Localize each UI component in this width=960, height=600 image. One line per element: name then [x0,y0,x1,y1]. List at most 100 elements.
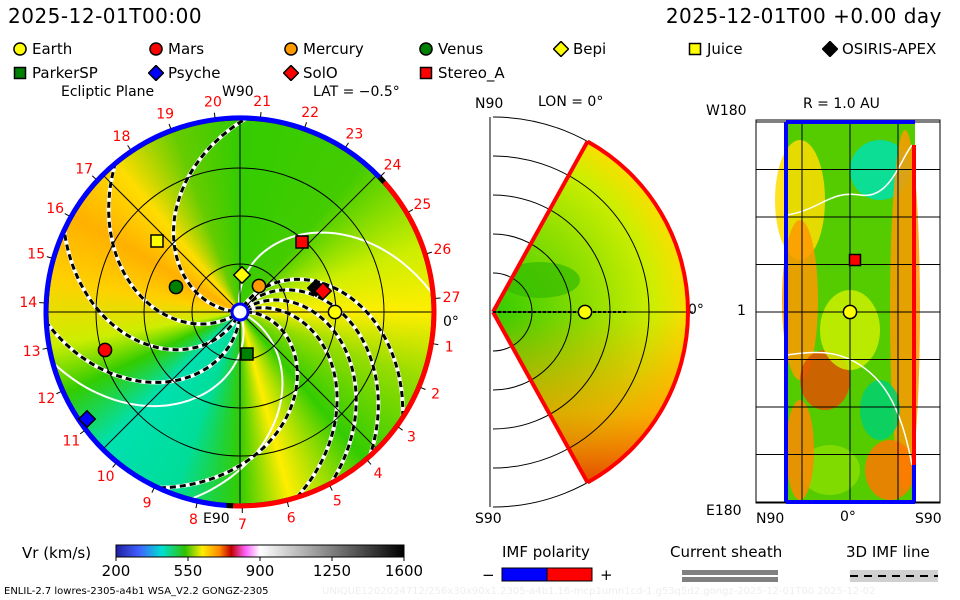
ecliptic-marker-mars [97,342,113,358]
imf-positive-swatch [546,567,593,582]
legend-label: Mars [168,40,205,58]
sector-label: 3 [407,430,416,446]
radial-marker-stereo-a [848,253,862,267]
meridional-plot [489,116,693,508]
sector-label: 1 [445,339,454,355]
legend-label: SolO [303,64,338,82]
velocity-region [782,220,818,380]
imf-field-line-dash [242,288,380,465]
colorbar-tick-label: 550 [173,562,203,580]
meridional-outer-border [586,139,690,485]
meridional-bottom-label: S90 [475,511,502,527]
ecliptic-title: Ecliptic Plane [61,84,155,100]
sector-tick [259,112,262,118]
radial-title: R = 1.0 AU [803,96,880,112]
ecliptic-marker-mercury [251,278,267,294]
legend-label: Juice [707,40,743,58]
sector-tick [420,387,426,390]
ecliptic-right-label: 0° [443,314,459,330]
sector-label: 25 [413,197,431,213]
sector-tick [64,213,70,217]
legend-item-juice: Juice [687,40,743,58]
current-sheath-line [182,313,284,503]
circle-marker-icon [419,42,433,56]
radial-mid-left: 1 [737,303,746,319]
legend-item-stereo-a: Stereo_A [418,64,505,82]
sun-inner-boundary [230,302,250,322]
radial-x-left: N90 [756,511,785,527]
sector-tick [213,112,216,118]
imf-negative-swatch [501,567,548,582]
sector-tick [367,460,372,465]
ecliptic-marker-venus [168,279,184,295]
sector-tick [304,122,308,128]
sector-label: 4 [374,466,383,482]
sector-tick [112,463,117,468]
imf-field-line-dash [172,118,255,313]
square-marker-icon [13,66,27,80]
sector-tick [329,485,333,491]
ecliptic-marker-solo [313,281,333,301]
sector-label: 22 [301,105,319,121]
sector-tick [398,426,403,431]
imf-field-line-dash [46,315,241,384]
timestamp-right: 2025-12-01T00 +0.00 day [665,4,942,28]
square-marker-icon [688,42,702,56]
sector-label: 17 [75,161,93,177]
velocity-region [786,400,814,500]
current-sheath-label: Current sheath [670,543,783,561]
legend-item-psyche: Psyche [148,64,220,82]
velocity-region [800,445,860,495]
legend-item-solo: SolO [283,64,338,82]
sector-tick [380,172,385,177]
imf-line-swatch [850,570,938,582]
sector-tick [91,175,97,180]
imf-field-line [106,155,236,326]
imf-plus: + [600,566,613,584]
colorbar-tick-label: 1250 [312,562,352,580]
legend-label: Stereo_A [438,64,505,82]
ecliptic-marker-parkersp [240,347,254,361]
current-sheath-line [238,231,434,307]
colorbar-gradient [115,544,405,558]
current-sheath-swatch [682,570,778,582]
sector-label: 10 [97,469,115,485]
meridional-border [491,140,590,313]
colorbar [115,544,405,561]
colorbar-tick-label: 200 [101,562,131,580]
diamond-marker-icon [148,65,164,81]
radial-top-left: W180 [706,103,747,119]
sector-label: 20 [204,95,222,111]
sector-tick [286,502,290,508]
imf-field-line [148,309,300,490]
legend-item-mars: Mars [148,40,204,58]
legend-label: Venus [438,40,484,58]
imf-polarity-label: IMF polarity [502,543,590,561]
radial-x-mid: 0° [840,509,856,525]
legend-item-osiris-apex: OSIRIS-APEX [822,40,936,58]
legend-label: Bepi [573,40,607,58]
legend-label: Mercury [303,40,364,58]
sector-label: 26 [433,242,451,258]
legend-label: Earth [32,40,73,58]
sector-label: 12 [37,391,55,407]
imf-polarity-border-negative [43,115,382,509]
sector-tick [345,142,349,148]
sector-tick [42,347,48,350]
imf-minus: − [482,566,495,584]
sector-tick [426,251,433,255]
sector-label: 6 [287,511,296,527]
sector-label: 2 [431,387,440,403]
ecliptic-lat: LAT = −0.5° [313,84,400,100]
imf-field-line-dash [107,156,236,326]
sector-label: 14 [19,295,37,311]
colorbar-label: Vr (km/s) [22,544,92,562]
sector-label: 7 [238,517,247,533]
sector-label: 19 [156,107,174,123]
imf-field-line-dash [244,298,358,491]
legend-label: OSIRIS-APEX [842,40,937,58]
legend-label: Psyche [168,64,221,82]
sector-label: 9 [143,496,152,512]
